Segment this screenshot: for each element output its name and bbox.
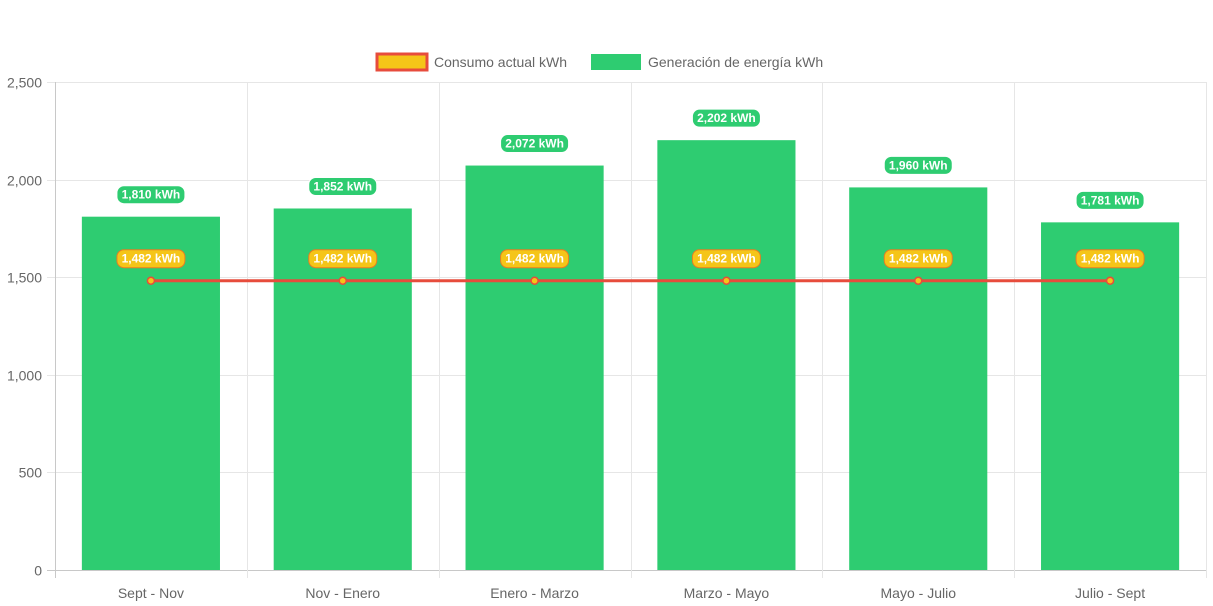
x-tick-label: Mayo - Julio <box>881 585 957 601</box>
consumption-data-label: 1,482 kWh <box>313 252 372 266</box>
x-axis: Sept - Nov Nov - Enero Enero - Marzo Marzo … <box>118 585 1145 601</box>
consumption-point[interactable] <box>146 276 156 285</box>
consumption-point[interactable] <box>914 276 923 285</box>
consumption-point[interactable] <box>722 276 731 285</box>
grid-lines <box>47 82 1207 578</box>
y-axis: 0 500 1,000 1,500 2,000 2,500 <box>7 75 42 579</box>
generation-data-label: 2,202 kWh <box>697 111 756 125</box>
consumption-point[interactable] <box>338 276 347 285</box>
consumption-data-label-bg <box>308 249 378 269</box>
generation-bar[interactable] <box>81 216 220 571</box>
legend-item-consumo[interactable]: Consumo actual kWh <box>375 52 567 72</box>
generation-data-label-bg <box>116 185 186 205</box>
generation-data-label-bg <box>1075 190 1145 210</box>
generation-data-label: 1,781 kWh <box>1081 193 1140 207</box>
y-tick-label: 500 <box>19 465 43 481</box>
x-tick-label: Sept - Nov <box>118 585 184 601</box>
generation-data-label: 1,960 kWh <box>889 158 948 172</box>
legend-item-generacion[interactable]: Generación de energía kWh <box>591 54 823 70</box>
generation-bar[interactable] <box>465 165 604 570</box>
consumption-data-label: 1,482 kWh <box>122 252 181 266</box>
generation-data-label: 2,072 kWh <box>505 137 564 151</box>
x-tick-label: Enero - Marzo <box>490 585 579 601</box>
generation-bar[interactable] <box>273 208 412 570</box>
generation-bar[interactable] <box>849 187 988 570</box>
y-tick-label: 2,000 <box>7 173 42 189</box>
y-tick-label: 1,000 <box>7 368 42 384</box>
chart-legend[interactable]: Consumo actual kWh Generación de energía… <box>375 52 823 72</box>
consumption-data-label-bg <box>883 249 953 269</box>
generation-data-label-bg <box>308 176 378 196</box>
consumption-point[interactable] <box>530 276 539 285</box>
consumption-data-label-bg <box>500 249 570 269</box>
y-tick-label: 1,500 <box>7 270 42 286</box>
x-tick-label: Nov - Enero <box>305 585 380 601</box>
consumption-data-label-bg <box>1075 249 1145 269</box>
legend-swatch-generacion <box>591 54 641 70</box>
consumption-data-label-bg <box>116 249 186 269</box>
legend-swatch-consumo <box>375 52 429 72</box>
generation-data-label: 1,852 kWh <box>313 179 372 193</box>
consumption-point[interactable] <box>1105 276 1115 285</box>
x-tick-label: Julio - Sept <box>1075 585 1145 601</box>
consumption-data-label: 1,482 kWh <box>697 252 756 266</box>
y-tick-label: 0 <box>34 563 42 579</box>
consumption-data-label: 1,482 kWh <box>889 252 948 266</box>
generation-bar[interactable] <box>1041 222 1180 570</box>
generation-bar[interactable] <box>657 140 796 570</box>
consumption-data-label: 1,482 kWh <box>505 252 564 266</box>
consumption-line <box>146 276 1115 285</box>
generation-data-label: 1,810 kWh <box>122 188 181 202</box>
legend-label-consumo: Consumo actual kWh <box>434 54 567 70</box>
consumption-data-label: 1,482 kWh <box>1081 252 1140 266</box>
generation-data-label-bg <box>883 155 953 175</box>
consumption-data-label-bg <box>691 249 761 269</box>
x-tick-label: Marzo - Mayo <box>684 585 770 601</box>
generation-data-label-bg <box>691 108 761 128</box>
y-tick-label: 2,500 <box>7 75 42 91</box>
generation-data-label-bg <box>500 134 570 154</box>
generation-bars <box>81 140 1180 571</box>
data-labels: 1,810 kWh 1,852 kWh 2,072 kWh 2,202 kWh 1,96… <box>116 108 1145 269</box>
legend-label-generacion: Generación de energía kWh <box>648 54 823 70</box>
